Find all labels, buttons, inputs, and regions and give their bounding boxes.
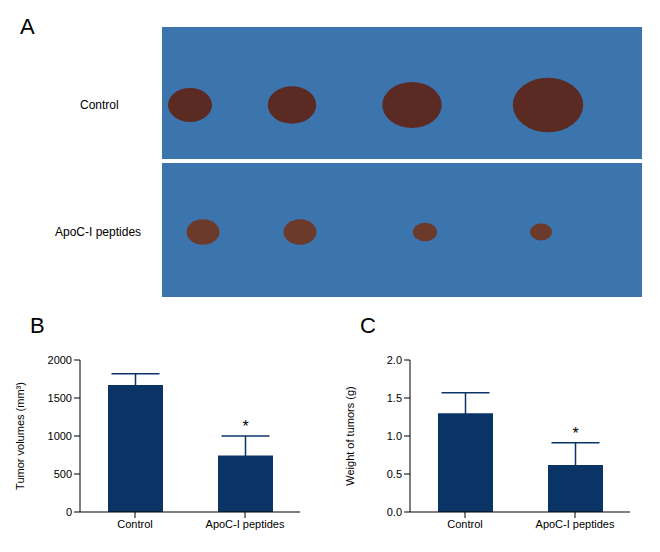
svg-text:2.0: 2.0	[387, 354, 402, 366]
svg-text:*: *	[572, 425, 578, 442]
svg-text:1000: 1000	[48, 430, 72, 442]
svg-text:2000: 2000	[48, 354, 72, 366]
svg-text:1.0: 1.0	[387, 430, 402, 442]
svg-text:ApoC-I peptides: ApoC-I peptides	[206, 518, 285, 530]
svg-text:ApoC-I peptides: ApoC-I peptides	[536, 518, 615, 530]
svg-text:500: 500	[54, 468, 72, 480]
svg-text:0.5: 0.5	[387, 468, 402, 480]
svg-text:Weight of tumors (g): Weight of tumors (g)	[344, 386, 356, 485]
svg-text:*: *	[242, 418, 248, 435]
svg-text:Control: Control	[117, 518, 152, 530]
svg-text:1.5: 1.5	[387, 392, 402, 404]
svg-text:Control: Control	[447, 518, 482, 530]
html-text:Control: Control	[80, 98, 119, 112]
html-text:A: A	[20, 14, 35, 39]
html-text:C: C	[360, 313, 376, 338]
html-text:B: B	[30, 313, 45, 338]
svg-text:0.0: 0.0	[387, 506, 402, 518]
svg-text:1500: 1500	[48, 392, 72, 404]
html-text:ApoC-I peptides: ApoC-I peptides	[55, 225, 142, 239]
svg-text:Tumor volumes (mm³): Tumor volumes (mm³)	[14, 382, 26, 490]
svg-text:0: 0	[66, 506, 72, 518]
